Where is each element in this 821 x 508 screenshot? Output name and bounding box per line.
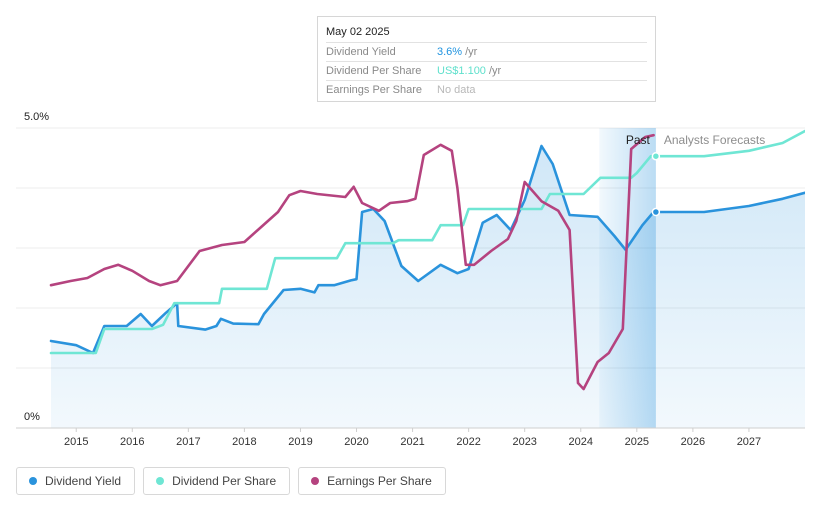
tooltip-row-dividend-per-share: Dividend Per Share US$1.100 /yr — [326, 62, 647, 81]
tooltip-value: 3.6% — [437, 46, 463, 58]
tooltip-unit: /yr — [488, 65, 502, 77]
tooltip-unit: /yr — [465, 46, 478, 58]
x-tick-label: 2019 — [288, 436, 312, 448]
legend-dot-icon — [29, 477, 37, 485]
tooltip-row-dividend-yield: Dividend Yield 3.6% /yr — [326, 43, 647, 62]
x-tick-label: 2025 — [625, 436, 649, 448]
y-axis-ticks: 0% 5.0% — [24, 111, 49, 423]
dividend-yield-area — [51, 146, 805, 428]
dividend-yield-marker — [651, 207, 661, 217]
legend-dot-icon — [311, 477, 320, 485]
tooltip-value: No data — [437, 84, 476, 96]
x-tick-label: 2015 — [64, 436, 88, 448]
series-layer — [49, 129, 805, 428]
x-tick-label: 2022 — [456, 436, 480, 448]
tooltip-label: Earnings Per Share — [326, 84, 422, 96]
forecast-region-label: Analysts Forecasts — [664, 133, 765, 147]
legend-label: Earnings Per Share — [327, 474, 432, 488]
tooltip-label: Dividend Yield — [326, 46, 396, 58]
x-tick-label: 2027 — [737, 436, 761, 448]
x-tick-label: 2017 — [176, 436, 200, 448]
x-tick-label: 2016 — [120, 436, 144, 448]
legend-item-dividend-yield[interactable]: Dividend Yield — [16, 467, 136, 495]
x-tick-label: 2021 — [400, 436, 424, 448]
y-tick-label: 5.0% — [24, 111, 49, 123]
legend-label: Dividend Yield — [45, 474, 122, 488]
legend-label: Dividend Per Share — [172, 474, 277, 488]
dividend-yield-line — [49, 144, 805, 355]
tooltip-row-earnings-per-share: Earnings Per Share No data — [326, 81, 647, 99]
past-region-label: Past — [626, 133, 651, 147]
tooltip-label: Dividend Per Share — [326, 65, 422, 77]
x-tick-label: 2020 — [344, 436, 368, 448]
earnings-per-share-line — [49, 133, 655, 391]
dividend-per-share-marker — [651, 151, 661, 161]
legend-item-dividend-per-share[interactable]: Dividend Per Share — [143, 467, 291, 495]
x-tick-label: 2023 — [512, 436, 536, 448]
x-tick-label: 2026 — [681, 436, 705, 448]
y-tick-label: 0% — [24, 411, 40, 423]
legend-dot-icon — [156, 477, 165, 485]
x-tick-label: 2018 — [232, 436, 256, 448]
x-tick-label: 2024 — [569, 436, 593, 448]
tooltip: May 02 2025 Dividend Yield 3.6% /yr Divi… — [317, 16, 656, 102]
tooltip-date: May 02 2025 — [326, 17, 647, 43]
legend-item-earnings-per-share[interactable]: Earnings Per Share — [298, 467, 446, 495]
x-axis-ticks: 2015 2016 2017 2018 2019 2020 2021 2022 2023 2024… — [64, 428, 761, 448]
tooltip-value: US$1.100 — [437, 65, 486, 77]
legend: Dividend Yield Dividend Per Share Earnin… — [16, 467, 446, 495]
